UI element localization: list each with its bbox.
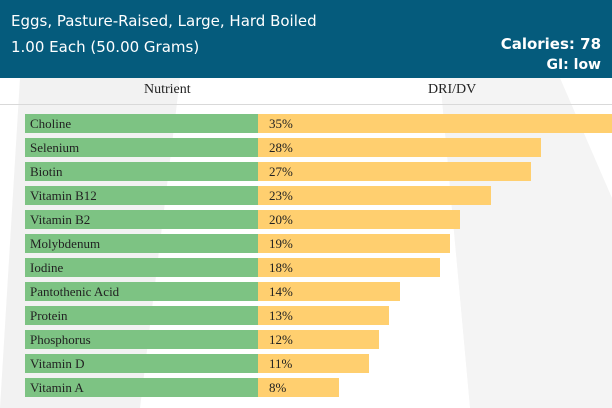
calories-label: Calories: 78 [500, 35, 601, 53]
dri-value-label: 8% [269, 380, 287, 395]
nutrient-label: Pantothenic Acid [30, 284, 120, 299]
nutrient-cell [25, 282, 258, 301]
nutrient-cell [25, 354, 258, 373]
nutrient-cell [25, 234, 258, 253]
header-divider [0, 104, 612, 105]
dri-value-label: 13% [269, 308, 293, 323]
chart-row: Iodine 18% [0, 258, 612, 277]
dri-value-label: 19% [269, 236, 293, 251]
dri-value-label: 18% [269, 260, 293, 275]
dri-column-header: DRI/DV [428, 82, 477, 97]
nutrient-label: Choline [30, 116, 72, 131]
dri-value-label: 20% [269, 212, 293, 227]
chart-row: Selenium 28% [0, 138, 612, 157]
dri-value-label: 27% [269, 164, 293, 179]
dri-bar [258, 162, 531, 181]
nutrient-label: Iodine [30, 260, 64, 275]
nutrient-cell [25, 210, 258, 229]
nutrient-label: Vitamin B12 [30, 188, 97, 203]
dri-bar [258, 234, 450, 253]
dri-value-label: 23% [269, 188, 293, 203]
nutrient-cell [25, 258, 258, 277]
dri-bar [258, 330, 379, 349]
nutrient-label: Vitamin B2 [30, 212, 91, 227]
nutrient-cell [25, 330, 258, 349]
dri-value-label: 14% [269, 284, 293, 299]
chart-row: Phosphorus 12% [0, 330, 612, 349]
dri-bar [258, 282, 400, 301]
nutrient-label: Vitamin D [30, 356, 85, 371]
nutrient-cell [25, 162, 258, 181]
dri-bar [258, 210, 460, 229]
chart-row: Choline 35% [0, 114, 612, 133]
nutrient-label: Molybdenum [30, 236, 101, 251]
dri-value-label: 35% [269, 116, 293, 131]
dri-value-label: 11% [269, 356, 293, 371]
nutrient-label: Protein [30, 308, 68, 323]
chart-row: Vitamin B12 23% [0, 186, 612, 205]
chart-row: Pantothenic Acid 14% [0, 282, 612, 301]
nutrient-cell [25, 114, 258, 133]
chart-row: Biotin 27% [0, 162, 612, 181]
chart-row: Vitamin D 11% [0, 354, 612, 373]
dri-value-label: 12% [269, 332, 293, 347]
nutrient-label: Biotin [30, 164, 63, 179]
chart-row: Molybdenum 19% [0, 234, 612, 253]
nutrient-label: Vitamin A [30, 380, 84, 395]
dri-bar [258, 378, 339, 397]
dri-bar [258, 306, 389, 325]
nutrient-column-header: Nutrient [144, 82, 191, 97]
gi-label: GI: low [546, 57, 601, 73]
nutrient-cell [25, 306, 258, 325]
dri-bar [258, 114, 612, 133]
serving-size: 1.00 Each (50.00 Grams) [11, 38, 200, 56]
nutrient-label: Phosphorus [30, 332, 91, 347]
dri-bar [258, 258, 440, 277]
nutrient-label: Selenium [30, 140, 80, 155]
nutrient-cell [25, 186, 258, 205]
header-banner: Eggs, Pasture-Raised, Large, Hard Boiled… [0, 0, 612, 78]
chart-row: Protein 13% [0, 306, 612, 325]
chart-row: Vitamin A 8% [0, 378, 612, 397]
nutrient-cell [25, 138, 258, 157]
dri-value-label: 28% [269, 140, 293, 155]
dri-bar [258, 186, 491, 205]
chart-row: Vitamin B2 20% [0, 210, 612, 229]
dri-bar [258, 138, 541, 157]
nutrient-cell [25, 378, 258, 397]
food-title: Eggs, Pasture-Raised, Large, Hard Boiled [11, 12, 317, 30]
dri-bar [258, 354, 369, 373]
